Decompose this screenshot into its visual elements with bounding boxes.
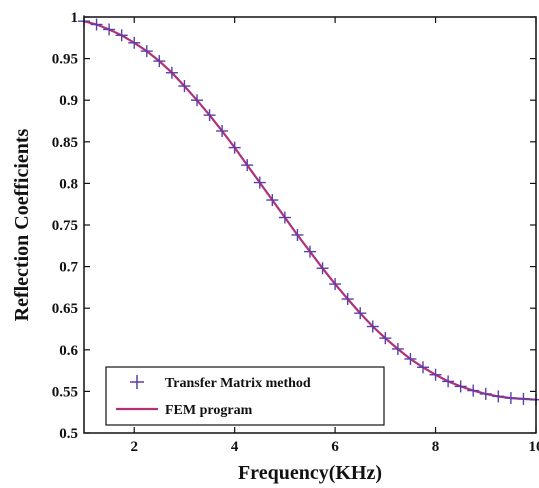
y-tick-label: 0.85 [52,135,78,151]
data-point-plus [391,342,404,355]
y-tick-label: 0.6 [59,343,78,359]
data-point-plus [291,228,304,241]
data-point-plus [165,66,178,79]
data-point-plus [103,23,116,36]
data-point-plus [90,18,103,31]
data-point-plus [140,45,153,58]
y-tick-label: 0.8 [59,176,78,192]
data-point-plus [253,176,266,189]
x-tick-label: 10 [529,439,539,455]
data-point-plus [115,29,128,42]
y-tick-label: 0.9 [59,93,78,109]
data-point-plus [504,392,517,405]
data-point-plus [467,384,480,397]
data-point-plus [178,80,191,93]
data-point-plus [429,368,442,381]
x-axis-label: Frequency(KHz) [238,462,382,484]
data-point-plus [492,390,505,403]
data-point-plus [128,36,141,49]
legend-marker-plus-icon [130,375,144,389]
data-point-plus [203,109,216,122]
data-point-plus [266,194,279,207]
data-point-plus [517,392,530,405]
legend-box [105,366,385,426]
y-tick-label: 0.7 [59,260,78,276]
data-point-plus [354,307,367,320]
legend-label-fem: FEM program [165,403,253,418]
y-tick-label: 0.95 [52,52,78,68]
series-layer [78,15,539,406]
y-tick-label: 1 [71,10,79,26]
y-tick-label: 0.75 [52,218,78,234]
data-point-plus [366,320,379,333]
data-point-plus [442,375,455,388]
data-point-plus [316,262,329,275]
y-axis-label: Reflection Coefficients [11,128,33,321]
data-point-plus [404,352,417,365]
y-tick-label: 0.55 [52,384,78,400]
y-tick-label: 0.5 [59,426,78,442]
data-point-plus [329,278,342,291]
x-tick-label: 8 [432,439,440,455]
data-point-plus [278,211,291,224]
plot-area [84,17,536,433]
legend: Transfer Matrix method FEM program [105,366,385,426]
plot-frame [83,16,537,434]
data-point-plus [417,361,429,374]
data-point-plus [341,293,354,306]
x-tick-label: 6 [331,439,339,455]
x-tick-label: 4 [231,439,239,455]
data-point-plus [216,124,229,137]
data-point-plus [191,94,203,107]
data-point-plus [304,245,316,258]
x-tick-label: 2 [130,439,138,455]
data-point-plus [454,380,467,393]
tick-labels: 2 4 6 8 10 0.5 0.55 0.6 0.65 0.7 0.75 0.8 0.85 0.9 0.9… [52,10,539,455]
legend-label-transfer-matrix: Transfer Matrix method [165,376,311,391]
data-point-plus [153,55,166,68]
data-point-plus [228,141,241,154]
data-point-plus [479,387,492,400]
y-tick-label: 0.65 [52,301,78,317]
data-point-plus [379,332,392,345]
data-point-plus [241,159,254,172]
